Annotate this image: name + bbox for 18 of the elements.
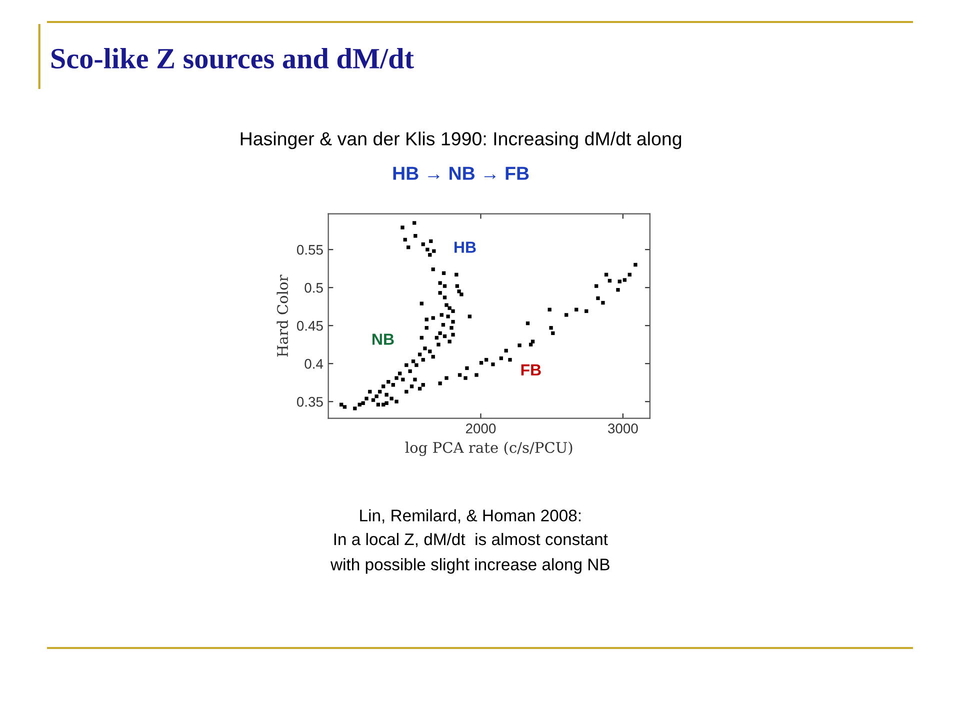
text: with possible slight increase along NB — [330, 558, 610, 574]
text: Lin, Remilard, & Homan 2008: — [360, 509, 581, 524]
chart-subtitle: Hasinger & van der Klis 1990: Increasing dM/dt along — [240, 132, 682, 150]
chart-title: Sco-like Z sources and dM/dt — [51, 48, 414, 69]
y-tick-label: 0.4 — [304, 358, 324, 369]
x-tick-label: 2000 — [466, 424, 496, 434]
annotation: HB — [454, 242, 476, 253]
x-tick-label: 3000 — [608, 424, 638, 434]
annotation: FB — [521, 364, 541, 376]
x-axis-title: log PCA rate (c/s/PCU) — [405, 442, 572, 456]
y-tick-label: 0.55 — [296, 244, 323, 255]
y-tick-label: 0.35 — [296, 396, 323, 407]
text: HB → NB → FB — [393, 166, 529, 180]
y-axis-title: Hard Color — [276, 274, 288, 357]
y-tick-label: 0.45 — [296, 320, 323, 331]
y-tick-label: 0.5 — [304, 282, 323, 293]
text: In a local Z, dM/dt is almost constant — [334, 532, 608, 548]
annotation: NB — [372, 334, 394, 345]
